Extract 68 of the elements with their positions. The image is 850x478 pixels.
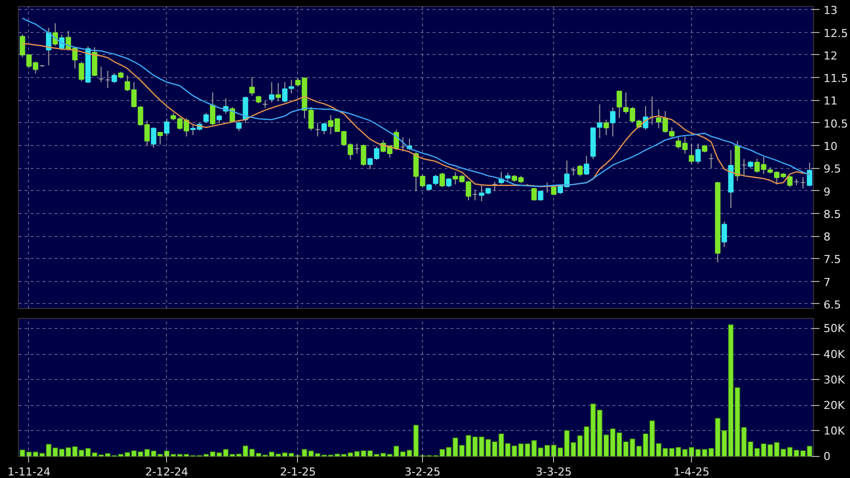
candlestick [400,136,406,152]
candlestick [203,112,209,124]
y-tick-label: 11.5 [824,72,848,86]
candlestick [577,164,583,177]
y-tick-label: 13 [824,4,838,18]
candlestick [314,122,320,137]
candlestick [596,104,602,139]
candlestick [492,181,498,192]
candlestick [584,155,590,176]
y-tick-label: 50K [824,322,846,336]
y-tick-label: 8 [824,230,830,244]
candlestick [210,92,216,126]
candlestick [695,143,701,164]
candlestick [708,153,714,169]
candlestick [688,143,694,166]
candlestick [440,172,445,188]
candlestick [157,131,163,146]
y-tick-label: 12 [824,49,838,62]
y-tick-label: 30K [824,373,846,386]
candlestick [105,70,110,88]
y-tick-label: 10.5 [824,117,848,130]
candlestick [610,106,616,137]
candlestick [262,100,268,108]
candlestick [268,82,274,103]
y-tick-label: 0 [824,450,830,463]
y-tick-label: 40K [824,348,846,361]
candlestick [354,143,360,154]
candlestick [722,221,727,248]
y-tick-label: 10 [824,140,838,153]
candlestick [276,82,281,102]
candlestick [806,162,812,187]
candlestick [112,72,117,84]
x-tick-label: 3-2-25 [404,466,441,478]
candlestick [164,118,170,137]
candlestick [472,188,478,201]
candlestick [794,178,800,186]
candlestick [787,175,793,188]
y-tick-label: 11 [824,94,838,108]
candlestick [446,178,452,188]
candlestick [150,126,156,148]
candlestick [249,76,255,96]
y-tick-label: 7.5 [824,253,841,266]
x-tick-label: 1-4-25 [674,466,710,478]
candlestick [78,61,84,82]
candlestick [236,120,242,132]
y-tick-label: 9 [824,185,830,198]
x-tick-label: 3-3-25 [536,466,572,478]
candlestick [800,176,806,190]
candlestick [360,144,366,166]
y-tick-label: 12.5 [824,26,848,40]
candlestick [604,119,609,136]
y-tick-label: 20K [824,398,846,412]
x-tick-label: 2-1-25 [280,466,316,478]
x-tick-label: 2-12-24 [145,466,188,478]
candlestick [46,27,52,66]
candlestick [92,46,98,77]
y-tick-label: 10K [824,424,846,438]
y-tick-label: 6.5 [824,298,841,312]
candlestick [570,166,576,176]
candlestick [98,66,104,83]
candlestick [531,188,537,202]
y-tick-label: 9.5 [824,162,841,176]
x-tick-label: 1-11-24 [8,466,50,478]
y-tick-label: 8.5 [824,208,841,221]
y-tick-label: 7 [824,276,830,289]
candlestick [741,158,747,176]
candlestick [432,174,438,186]
candlestick [321,122,327,135]
